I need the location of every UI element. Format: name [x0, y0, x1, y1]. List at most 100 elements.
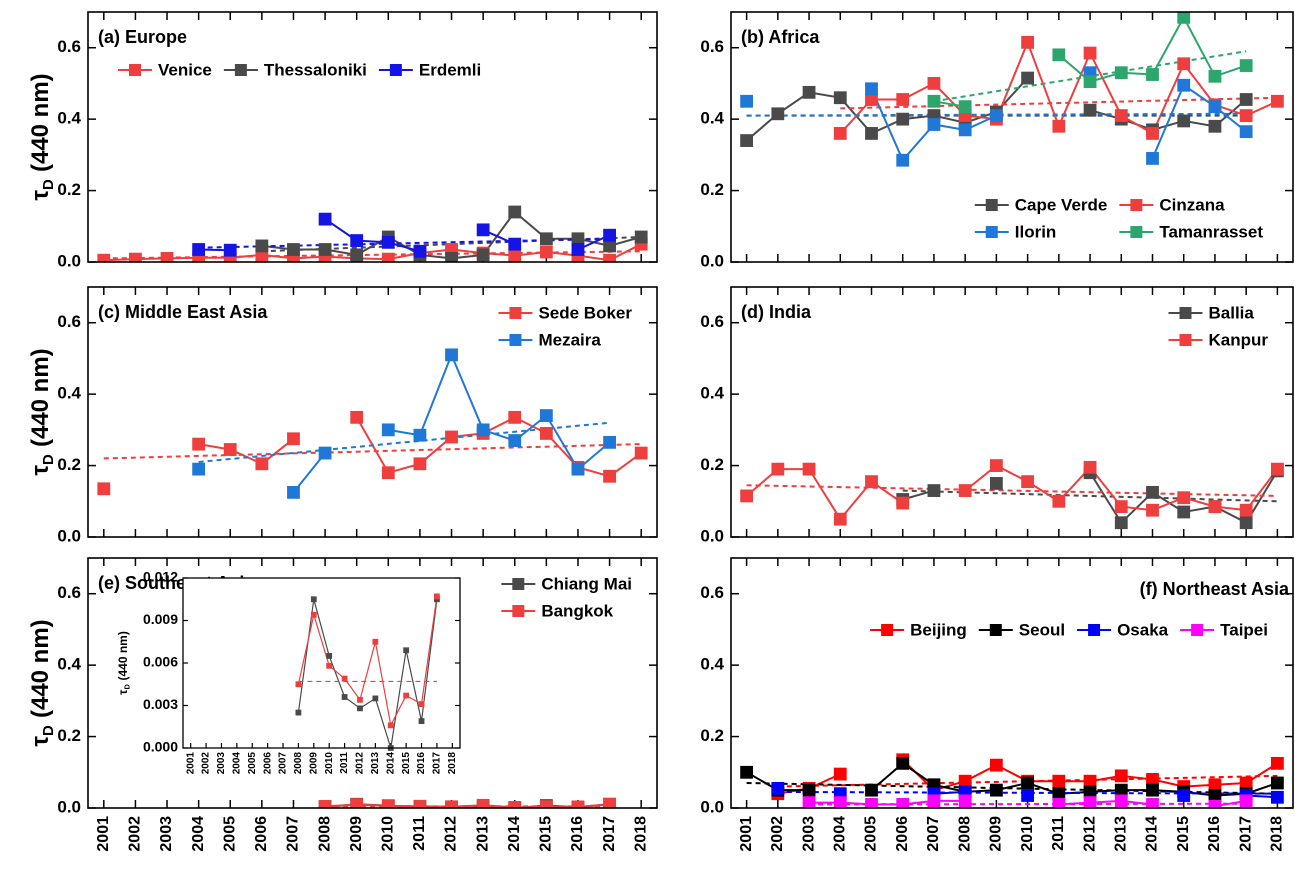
data-point [740, 489, 754, 503]
legend: Chiang Mai Bangkok [501, 574, 632, 620]
data-point [1208, 119, 1222, 133]
x-tick-label: 2001 [95, 816, 112, 852]
y-tick-label: 0.6 [700, 37, 724, 56]
y-tick-label: 0.2 [57, 726, 81, 745]
data-point [372, 695, 379, 702]
data-point [1052, 48, 1066, 62]
x-tick-label: 2016 [1206, 816, 1223, 852]
data-point [508, 237, 522, 251]
legend: Venice Thessaloniki Erdemli [118, 60, 481, 79]
legend-label: Cinzana [1159, 195, 1225, 214]
trend-line [933, 50, 1247, 103]
legend-label: Chiang Mai [541, 574, 632, 593]
x-tick-label: 2007 [285, 816, 302, 852]
panel-title: (f) Northeast Asia [1140, 579, 1290, 599]
x-tick-label: 2014 [1144, 816, 1161, 852]
data-point [1083, 796, 1097, 808]
data-point [287, 432, 300, 446]
data-point [802, 85, 816, 99]
data-point [223, 243, 237, 257]
panel: 0.0 0.2 0.4 0.6 (d) India Ballia Kanpur [700, 286, 1294, 545]
inset-x-tick-label: 2011 [339, 752, 350, 774]
x-tick-label: 2017 [601, 816, 618, 852]
inset-y-tick-label: 0.003 [143, 696, 178, 712]
x-tick-label: 2011 [1050, 816, 1067, 851]
data-point [476, 798, 490, 808]
data-point [445, 430, 458, 444]
data-point [1052, 119, 1066, 133]
x-tick-label: 2012 [1081, 816, 1098, 852]
inset-x-tick-label: 2009 [308, 752, 319, 775]
y-tick-label: 0.0 [57, 251, 81, 270]
data-point [1114, 516, 1128, 530]
series-line [746, 762, 1278, 797]
data-point [287, 243, 300, 256]
data-point [97, 253, 111, 262]
frame [730, 557, 1294, 809]
y-tick-label: 0.4 [700, 109, 724, 128]
y-tick-label: 0.6 [700, 583, 724, 602]
x-tick-label: 2003 [158, 816, 175, 852]
data-point [476, 248, 490, 262]
data-point [927, 484, 941, 497]
x-tick-label: 2010 [380, 816, 397, 852]
data-point [603, 228, 616, 242]
data-point [865, 127, 878, 140]
data-point [1177, 78, 1191, 92]
trend-line [777, 774, 1278, 788]
legend-entry: Mezaira [498, 330, 601, 349]
legend-marker [234, 64, 247, 76]
y-tick-label: 0.4 [57, 109, 81, 128]
legend-label: Erdemli [419, 60, 481, 79]
x-tick-label: 2003 [800, 816, 817, 852]
legend-label: Osaka [1117, 620, 1169, 639]
data-point [927, 77, 941, 90]
series-line [292, 352, 611, 494]
y-tick-label: 0.2 [700, 180, 724, 199]
legend-marker [389, 64, 402, 76]
y-tick-label: 0.2 [700, 726, 724, 745]
data-point [350, 798, 364, 808]
data-point [740, 765, 754, 779]
panel: 0.0 0.2 0.4 0.6 (a) Europe τD (440 nm) Venice Th… [27, 11, 658, 270]
data-point [833, 91, 847, 105]
y-axis-label: τD (440 nm) [27, 348, 57, 475]
legend-marker [1130, 199, 1143, 211]
data-point [1083, 774, 1097, 788]
inset-y-tick-label: 0.012 [143, 569, 178, 585]
inset-x-tick-label: 2017 [432, 752, 443, 775]
data-point [1177, 505, 1191, 519]
legend-label: Taipei [1220, 620, 1268, 639]
inset-frame [182, 577, 461, 749]
data-point [223, 443, 237, 456]
data-point [740, 94, 754, 108]
data-point [508, 205, 522, 219]
data-point [1208, 778, 1222, 792]
x-tick-label: 2010 [1019, 816, 1036, 852]
inset-x-tick-label: 2015 [401, 752, 412, 775]
data-point [318, 799, 332, 808]
inset-x-tick-label: 2010 [324, 752, 335, 775]
data-point [326, 653, 333, 659]
panel: 0.0 0.2 0.4 0.6 2001 2002 2003 2004 2005 2006 2007… [27, 557, 658, 852]
plot-area [97, 348, 648, 499]
data-point [771, 781, 785, 795]
data-point [771, 107, 785, 121]
series-line [325, 803, 610, 808]
data-point [413, 457, 427, 471]
legend-entry: Taipei [1180, 620, 1268, 639]
data-point [318, 212, 332, 226]
data-point [445, 348, 458, 362]
data-point [476, 223, 490, 237]
data-point [1270, 790, 1284, 804]
data-point [927, 118, 941, 131]
data-point [833, 796, 847, 808]
data-point [1208, 789, 1222, 802]
plot-area [740, 753, 1284, 808]
data-point [1177, 789, 1191, 802]
legend-entry: Erdemli [378, 60, 481, 79]
x-tick-label: 2018 [632, 816, 649, 852]
data-point [1114, 500, 1128, 514]
data-point [603, 797, 616, 808]
y-axis-label: τD (440 nm) [116, 631, 131, 695]
